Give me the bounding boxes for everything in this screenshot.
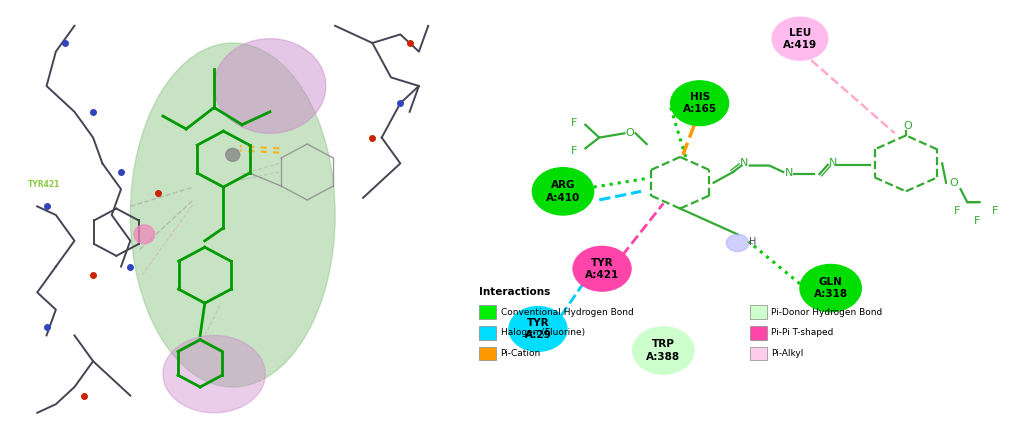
Circle shape [509,307,567,351]
Text: Pi-Pi T-shaped: Pi-Pi T-shaped [771,329,834,337]
Text: F: F [954,206,961,216]
Text: Pi-Alkyl: Pi-Alkyl [771,349,803,358]
Text: Conventional Hydrogen Bond: Conventional Hydrogen Bond [500,308,633,316]
Text: N: N [785,168,793,178]
Circle shape [772,17,828,60]
Text: F: F [974,216,980,227]
Ellipse shape [214,39,325,133]
FancyBboxPatch shape [750,326,766,340]
Text: F: F [992,206,998,216]
Text: O: O [949,178,958,188]
FancyBboxPatch shape [480,305,496,319]
FancyBboxPatch shape [750,347,766,360]
FancyBboxPatch shape [480,347,496,360]
Circle shape [532,168,593,215]
Ellipse shape [130,43,336,387]
Text: O: O [625,128,634,138]
Text: Pi-Donor Hydrogen Bond: Pi-Donor Hydrogen Bond [771,308,882,316]
Ellipse shape [163,335,265,413]
Text: N: N [740,158,749,169]
Circle shape [134,225,154,244]
Text: TYR
A:29: TYR A:29 [525,318,551,340]
Circle shape [671,81,728,126]
Circle shape [800,264,861,312]
Text: TRP
A:388: TRP A:388 [647,339,680,362]
Circle shape [632,327,694,374]
Text: TYR
A:421: TYR A:421 [585,258,619,280]
Circle shape [726,234,749,252]
Text: N: N [830,158,838,169]
FancyBboxPatch shape [750,305,766,319]
Text: TYR421: TYR421 [28,180,60,189]
Text: F: F [571,145,577,156]
Text: HIS
A:165: HIS A:165 [682,92,717,114]
Text: F: F [571,117,577,128]
Circle shape [573,246,631,291]
Circle shape [226,148,239,161]
Text: LEU
A:419: LEU A:419 [783,28,817,50]
Text: O: O [903,121,911,132]
Text: ARG
A:410: ARG A:410 [546,180,580,203]
Text: Interactions: Interactions [480,287,550,297]
Text: Pi-Cation: Pi-Cation [500,349,541,358]
FancyBboxPatch shape [480,326,496,340]
Text: H: H [749,237,756,247]
Text: Halogen (Fluorine): Halogen (Fluorine) [500,329,585,337]
Text: GLN
A:318: GLN A:318 [813,277,848,299]
